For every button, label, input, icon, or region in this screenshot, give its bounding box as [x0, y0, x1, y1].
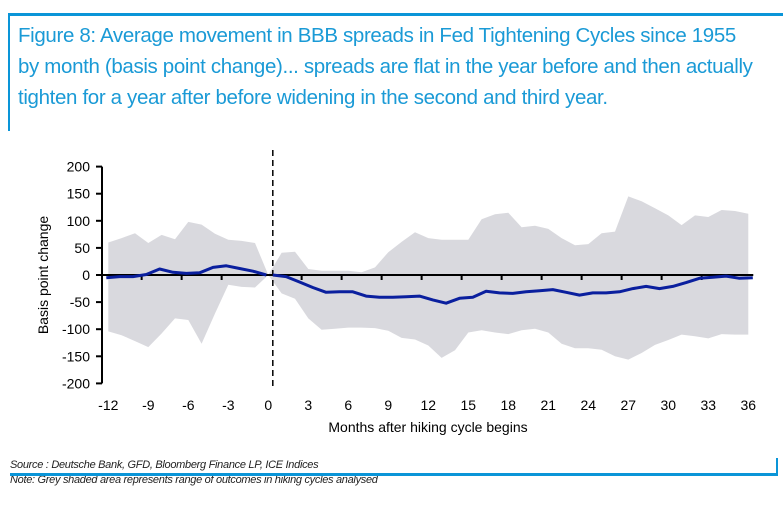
x-tick-label: 6	[344, 397, 352, 413]
y-tick-label: 150	[67, 186, 91, 202]
right-rule	[776, 458, 778, 476]
figure-title: Figure 8: Average movement in BBB spread…	[18, 24, 753, 109]
x-tick-label: 24	[581, 397, 597, 413]
y-tick-label: -150	[62, 348, 90, 364]
x-tick-label: -6	[182, 397, 195, 413]
figure-notes: Source : Deutsche Bank, GFD, Bloomberg F…	[10, 458, 378, 488]
x-tick-label: 9	[384, 397, 392, 413]
x-tick-label: 3	[304, 397, 312, 413]
mean-line-after	[272, 273, 753, 305]
y-tick-label: 50	[74, 240, 90, 256]
x-tick-label: 36	[740, 397, 756, 413]
mean-line-layer	[106, 264, 753, 305]
x-tick-label: 18	[501, 397, 517, 413]
title-frame	[8, 13, 783, 131]
y-tick-label: 100	[67, 213, 91, 229]
x-tick-label: 15	[461, 397, 477, 413]
x-tick-label: 33	[700, 397, 716, 413]
range-band-after	[268, 196, 749, 360]
y-tick-label: -50	[70, 294, 90, 310]
range-band-layer	[108, 196, 749, 360]
x-tick-label: 0	[264, 397, 272, 413]
y-tick-label: -100	[62, 321, 90, 337]
x-tick-label: 21	[541, 397, 557, 413]
bottom-rule	[10, 473, 778, 476]
y-tick-label: 0	[82, 267, 90, 283]
source-text: Source : Deutsche Bank, GFD, Bloomberg F…	[10, 459, 319, 471]
y-axis-label: Basis point change	[35, 216, 51, 335]
mean-line-before	[106, 264, 267, 280]
x-tick-label: 27	[621, 397, 637, 413]
x-axis-label: Months after hiking cycle begins	[328, 419, 527, 435]
x-tick-label: 30	[661, 397, 677, 413]
x-tick-label: 12	[421, 397, 437, 413]
range-band-before	[108, 221, 269, 348]
y-tick-label: 200	[67, 159, 91, 175]
axes	[96, 150, 754, 388]
x-tick-label: -9	[142, 397, 155, 413]
note-text: Note: Grey shaded area represents range …	[10, 474, 378, 486]
x-tick-label: -3	[222, 397, 235, 413]
x-tick-label: -12	[98, 397, 118, 413]
y-tick-label: -200	[62, 375, 90, 391]
